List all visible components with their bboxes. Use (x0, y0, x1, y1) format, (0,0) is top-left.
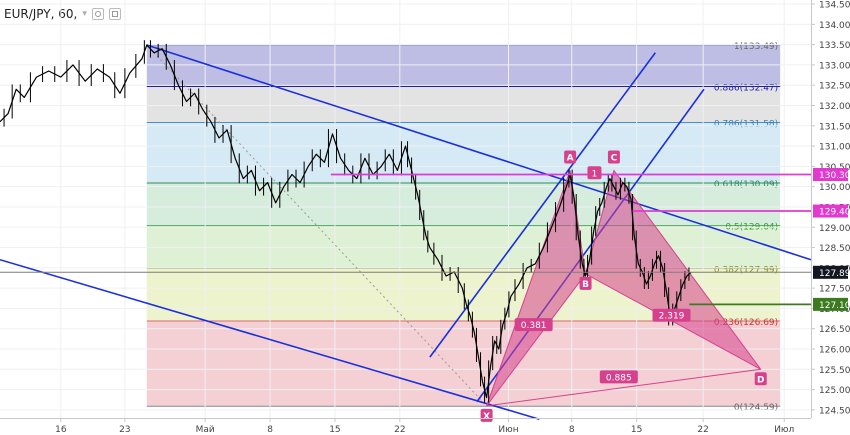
price-tick-label: 132.00 (819, 102, 850, 112)
ratio-box (652, 308, 691, 322)
point-box-B (579, 276, 592, 290)
axis-tag-last-price: 127.89 (819, 269, 850, 279)
price-tick-label: 131.00 (819, 143, 850, 153)
upper-downtrend-line (146, 44, 812, 261)
fib-band-0.5 (146, 225, 781, 269)
point-label-B: B (582, 280, 589, 290)
pattern-labels: X A B C D 0.381 2.319 0.885 1 (480, 150, 767, 422)
time-tick-label: 8 (569, 425, 575, 435)
ratio-label: 2.319 (659, 312, 685, 322)
fib-label-0.618: 0.618(130.09) (714, 180, 778, 190)
eye-icon[interactable] (91, 8, 104, 20)
fib-label-0: 0(124.59) (734, 403, 778, 413)
ratio-box (514, 318, 553, 332)
grid (0, 0, 811, 418)
point-label-D: D (757, 375, 764, 385)
price-tick-label: 134.00 (819, 21, 850, 31)
ratio-label: 1 (592, 169, 598, 179)
fib-label-0.886: 0.886(132.47) (714, 83, 778, 93)
time-tick-label: 15 (329, 425, 340, 435)
ratio-box (587, 166, 602, 180)
price-tick-label: 133.50 (819, 41, 850, 51)
axis-tag-130.30-bg (813, 168, 848, 182)
axis-tag-129.40-bg (813, 204, 848, 218)
fib-label-0.236: 0.236(126.69) (714, 318, 778, 328)
point-label-X: X (483, 412, 490, 422)
chevron-down-icon[interactable]: ▾ (82, 9, 87, 19)
point-box-D (754, 372, 767, 386)
price-tick-label: 130.50 (819, 163, 850, 173)
price-tick-label: 126.00 (819, 346, 850, 356)
ratio-label: 0.885 (606, 373, 632, 383)
price-tick-label: 132.50 (819, 82, 850, 92)
axis-tag-127.10-bg (813, 297, 848, 311)
axis-tag-130.30: 130.30 (819, 171, 850, 181)
fib-band-0.236 (146, 321, 781, 407)
point-label-A: A (567, 153, 574, 163)
lower-downtrend-line (0, 258, 540, 420)
price-tick-label: 126.50 (819, 325, 850, 335)
time-tick-label: Май (196, 425, 215, 435)
price-tick-label: 124.50 (819, 406, 850, 416)
pattern-xab (486, 170, 587, 407)
price-tick-label: 127.50 (819, 285, 850, 295)
price-tick-label: 125.00 (819, 386, 850, 396)
price-line (0, 44, 692, 399)
point-label-C: C (611, 153, 618, 163)
price-series (0, 40, 692, 403)
fib-label-0.786: 0.786(131.58) (714, 120, 778, 130)
settings-icon[interactable] (108, 8, 121, 20)
fib-label-1: 1(133.49) (734, 42, 778, 52)
price-tick-label: 129.00 (819, 224, 850, 234)
price-tick-label: 134.50 (819, 1, 850, 11)
point-box-C (607, 150, 620, 164)
chart-header: EUR/JPY, 60, ▾ (4, 6, 121, 22)
ratio-label: 0.381 (521, 321, 547, 331)
time-tick-label: 22 (697, 425, 708, 435)
price-tick-label: 133.00 (819, 61, 850, 71)
price-axis[interactable]: 124.50125.00125.50126.00126.50127.00127.… (811, 0, 850, 435)
time-tick-label: 23 (119, 425, 130, 435)
fib-label-0.382: 0.382(127.99) (714, 265, 778, 275)
time-axis[interactable]: 16 23 Май 8 15 22 Июн 8 15 22 Июл (0, 418, 811, 435)
time-tick-label: 15 (631, 425, 642, 435)
time-tick-label: Июл (774, 425, 794, 435)
price-tick-label: 131.50 (819, 122, 850, 132)
time-tick-label: Июн (498, 425, 518, 435)
harmonic-pattern (486, 169, 762, 407)
time-tick-label: 22 (394, 425, 405, 435)
symbol-label[interactable]: EUR/JPY, 60, (4, 7, 78, 21)
time-tick-label: 16 (55, 425, 67, 435)
fib-band-1 (146, 45, 781, 87)
fib-band-0.886 (146, 86, 781, 123)
price-tick-label: 128.50 (819, 244, 850, 254)
price-tick-label: 130.00 (819, 183, 850, 193)
point-box-A (564, 150, 577, 164)
time-tick-label: 8 (267, 425, 273, 435)
ratio-box (599, 370, 638, 384)
price-tick-label: 125.50 (819, 366, 850, 376)
axis-tag-129.40: 129.40 (819, 208, 850, 218)
axis-tag-127.10: 127.10 (819, 301, 850, 311)
axis-tag-last-price-bg (813, 265, 848, 279)
pattern-xd-line (486, 368, 761, 407)
fib-band-0.618 (146, 183, 781, 226)
horizontal-levels (0, 173, 811, 306)
